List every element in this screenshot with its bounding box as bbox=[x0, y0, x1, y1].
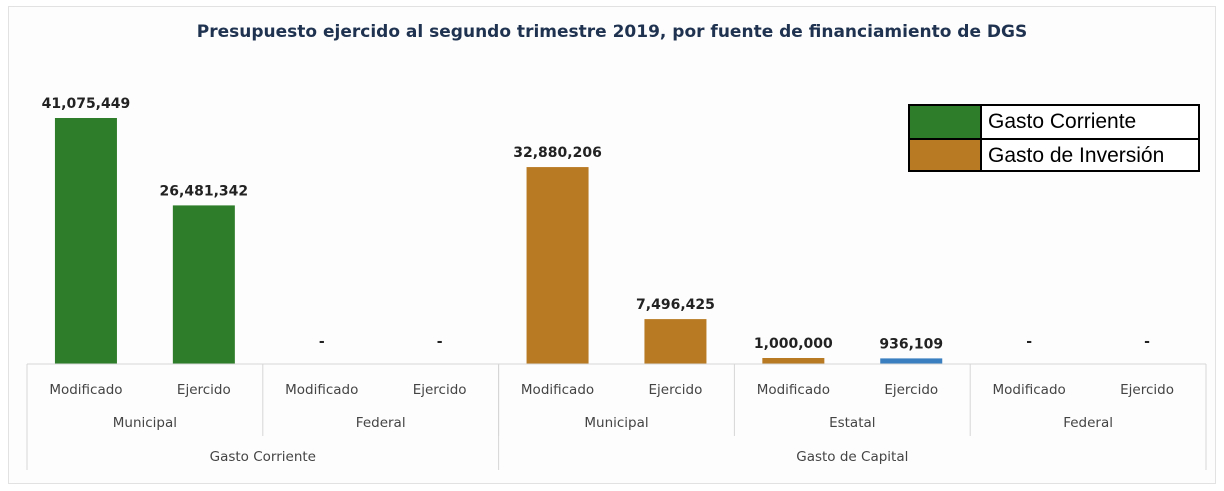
category-label-9: Modificado bbox=[993, 382, 1066, 398]
bar-8 bbox=[880, 358, 943, 364]
category-label-6: Ejercido bbox=[649, 382, 703, 398]
group-label-municipal-1: Municipal bbox=[113, 415, 177, 431]
data-label-1: 41,075,449 bbox=[42, 96, 131, 112]
legend-swatch-gasto-de-inversion bbox=[910, 140, 982, 170]
category-label-8: Ejercido bbox=[884, 382, 938, 398]
bar-1 bbox=[54, 118, 117, 364]
data-label-10: - bbox=[1144, 334, 1150, 350]
legend-label-gasto-corriente: Gasto Corriente bbox=[988, 110, 1137, 133]
section-label-gasto-corriente: Gasto Corriente bbox=[210, 449, 316, 465]
bar-2 bbox=[172, 205, 235, 364]
group-label-federal-5: Federal bbox=[1063, 415, 1113, 431]
legend: Gasto Corriente Gasto de Inversión bbox=[908, 104, 1200, 172]
bar-6 bbox=[644, 319, 707, 364]
data-label-3: - bbox=[319, 334, 325, 350]
data-label-6: 7,496,425 bbox=[636, 297, 715, 313]
bar-5 bbox=[526, 167, 589, 364]
data-label-9: - bbox=[1026, 334, 1032, 350]
section-label-gasto-de-capital: Gasto de Capital bbox=[796, 449, 908, 465]
legend-label-gasto-de-inversion: Gasto de Inversión bbox=[988, 144, 1165, 167]
legend-item-gasto-de-inversion: Gasto de Inversión bbox=[910, 138, 1198, 170]
category-label-7: Modificado bbox=[757, 382, 830, 398]
legend-swatch-gasto-corriente bbox=[910, 106, 982, 138]
data-label-2: 26,481,342 bbox=[160, 183, 249, 199]
group-label-municipal-3: Municipal bbox=[584, 415, 648, 431]
category-label-5: Modificado bbox=[521, 382, 594, 398]
legend-item-gasto-corriente: Gasto Corriente bbox=[910, 106, 1198, 138]
group-label-estatal-4: Estatal bbox=[829, 415, 875, 431]
category-label-10: Ejercido bbox=[1120, 382, 1174, 398]
category-label-2: Ejercido bbox=[177, 382, 231, 398]
data-label-5: 32,880,206 bbox=[513, 145, 602, 161]
category-label-1: Modificado bbox=[49, 382, 122, 398]
chart-title: Presupuesto ejercido al segundo trimestr… bbox=[196, 22, 1028, 42]
bar-7 bbox=[762, 358, 825, 364]
category-label-4: Ejercido bbox=[413, 382, 467, 398]
group-label-federal-2: Federal bbox=[356, 415, 406, 431]
data-label-7: 1,000,000 bbox=[754, 336, 833, 352]
category-label-3: Modificado bbox=[285, 382, 358, 398]
data-label-8: 936,109 bbox=[879, 336, 943, 352]
data-label-4: - bbox=[437, 334, 443, 350]
